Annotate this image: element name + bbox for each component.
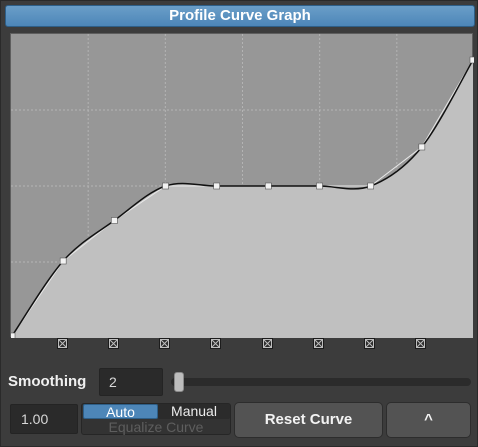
- point-toggle-row: [1, 337, 478, 351]
- curve-control-point[interactable]: [59, 257, 67, 265]
- mode-manual-button[interactable]: Manual: [158, 404, 230, 419]
- curve-fill-area: [12, 60, 473, 338]
- curve-graph[interactable]: [10, 33, 474, 338]
- reset-curve-button[interactable]: Reset Curve: [234, 402, 383, 438]
- smoothing-slider-handle[interactable]: [173, 372, 184, 392]
- x-mark-icon: [57, 339, 67, 348]
- mode-toggle-group: Auto Manual Equalize Curve: [81, 403, 231, 435]
- point-toggle-checkbox[interactable]: [56, 338, 68, 349]
- point-toggle-checkbox[interactable]: [159, 338, 170, 349]
- collapse-button[interactable]: ^: [386, 402, 471, 438]
- x-mark-icon: [416, 339, 426, 348]
- curve-control-point[interactable]: [367, 182, 374, 190]
- point-toggle-checkbox[interactable]: [415, 338, 427, 349]
- curve-line: [11, 59, 474, 337]
- x-mark-icon: [160, 339, 169, 348]
- x-mark-icon: [262, 339, 272, 348]
- panel-title: Profile Curve Graph: [5, 5, 475, 27]
- curve-control-point[interactable]: [213, 182, 220, 190]
- smoothing-slider-track[interactable]: [171, 378, 471, 386]
- smoothing-label: Smoothing: [8, 373, 87, 390]
- curve-graph-canvas[interactable]: [11, 34, 474, 338]
- curve-control-point[interactable]: [265, 182, 272, 190]
- smoothing-input[interactable]: 2: [99, 368, 163, 396]
- curve-control-point[interactable]: [469, 56, 474, 64]
- curve-control-point[interactable]: [316, 182, 323, 190]
- value-input[interactable]: 1.00: [10, 404, 78, 434]
- point-toggle-checkbox[interactable]: [364, 338, 376, 349]
- x-mark-icon: [108, 339, 118, 348]
- curve-control-point[interactable]: [111, 217, 118, 224]
- x-mark-icon: [313, 339, 323, 348]
- point-toggle-checkbox[interactable]: [107, 338, 119, 349]
- curve-control-point[interactable]: [418, 143, 426, 151]
- curve-control-point[interactable]: [162, 182, 169, 190]
- equalize-curve-button[interactable]: Equalize Curve: [108, 419, 204, 435]
- mode-auto-button[interactable]: Auto: [83, 404, 158, 420]
- x-mark-icon: [211, 339, 221, 348]
- x-mark-icon: [365, 339, 375, 348]
- point-toggle-checkbox[interactable]: [312, 338, 324, 349]
- point-toggle-checkbox[interactable]: [210, 338, 222, 349]
- point-toggle-checkbox[interactable]: [261, 338, 273, 349]
- curve-control-point[interactable]: [11, 332, 16, 338]
